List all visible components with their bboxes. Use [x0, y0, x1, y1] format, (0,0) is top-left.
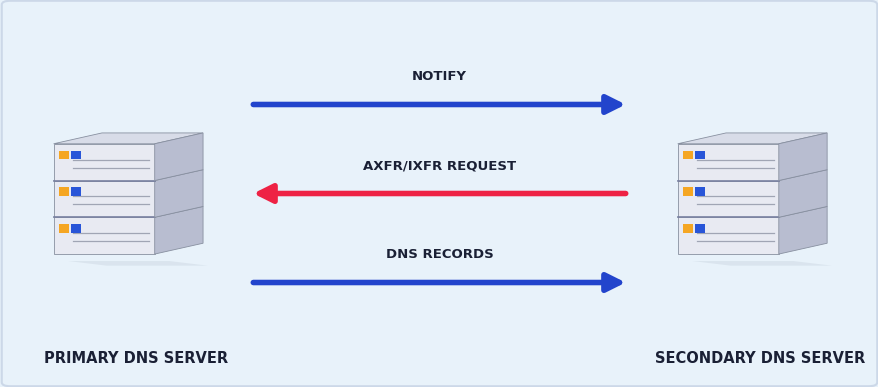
Bar: [682, 187, 692, 196]
Bar: [59, 151, 68, 159]
Polygon shape: [54, 180, 155, 217]
Text: DNS RECORDS: DNS RECORDS: [385, 248, 493, 261]
Bar: [59, 187, 68, 196]
Text: NOTIFY: NOTIFY: [412, 70, 466, 83]
Polygon shape: [677, 170, 826, 180]
Text: AXFR/IXFR REQUEST: AXFR/IXFR REQUEST: [363, 159, 515, 172]
Bar: [694, 151, 704, 159]
Polygon shape: [677, 206, 826, 217]
Polygon shape: [155, 206, 203, 254]
Bar: [682, 151, 692, 159]
Polygon shape: [54, 217, 155, 254]
Bar: [71, 224, 81, 233]
Polygon shape: [54, 133, 203, 144]
Bar: [694, 224, 704, 233]
Polygon shape: [54, 170, 203, 180]
Polygon shape: [677, 133, 826, 144]
Text: PRIMARY DNS SERVER: PRIMARY DNS SERVER: [44, 351, 228, 366]
Polygon shape: [677, 217, 778, 254]
Bar: [71, 187, 81, 196]
Polygon shape: [155, 170, 203, 217]
Bar: [682, 224, 692, 233]
Polygon shape: [677, 180, 778, 217]
Bar: [59, 224, 68, 233]
Polygon shape: [54, 206, 203, 217]
Polygon shape: [692, 261, 831, 265]
Polygon shape: [778, 170, 826, 217]
Polygon shape: [778, 133, 826, 180]
Polygon shape: [778, 206, 826, 254]
Polygon shape: [68, 261, 208, 265]
Bar: [71, 151, 81, 159]
Polygon shape: [677, 144, 778, 180]
Polygon shape: [54, 144, 155, 180]
Text: SECONDARY DNS SERVER: SECONDARY DNS SERVER: [654, 351, 865, 366]
Polygon shape: [155, 133, 203, 180]
Bar: [694, 187, 704, 196]
